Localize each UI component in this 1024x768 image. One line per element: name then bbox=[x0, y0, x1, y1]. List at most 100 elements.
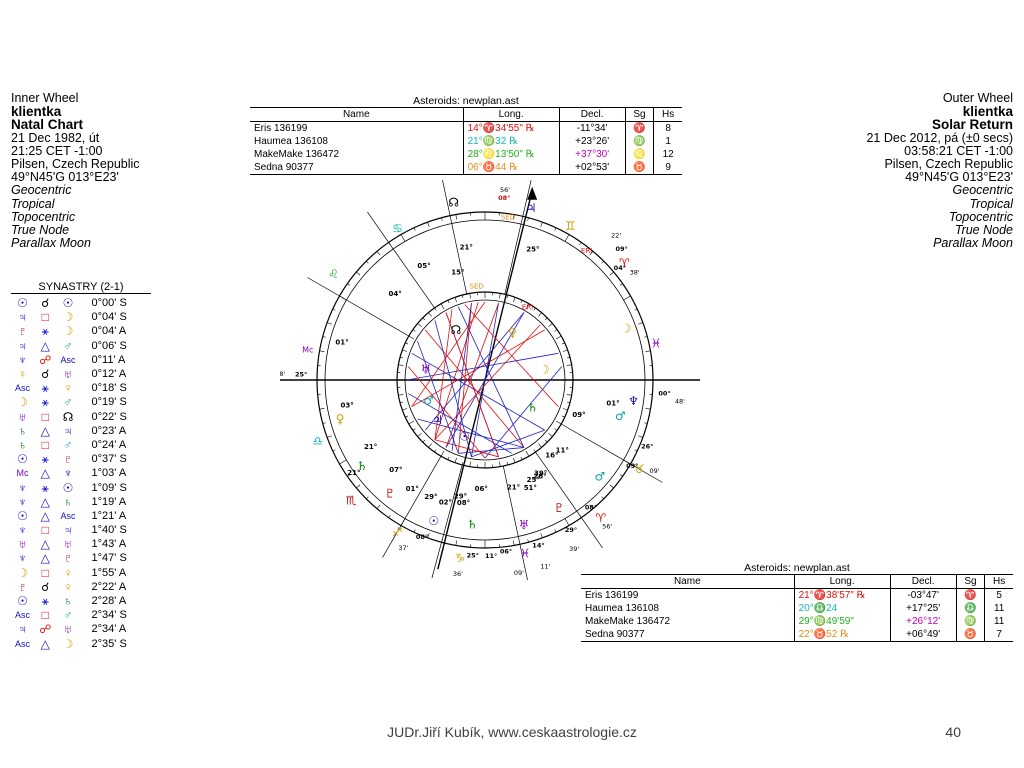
planet-glyph-1: ☽ bbox=[17, 395, 28, 410]
degree-tick bbox=[434, 307, 437, 311]
outer-place: Pilsen, Czech Republic bbox=[884, 157, 1013, 172]
degree-tick bbox=[540, 533, 543, 538]
aspect-orb: 1°55' A bbox=[91, 566, 127, 579]
asteroid-longitude: 21°♈38'57" ℞ bbox=[793, 588, 891, 602]
inner-degree-label: 07° bbox=[389, 466, 402, 474]
asteroid-tag: ERI bbox=[581, 247, 592, 255]
degree-tick bbox=[579, 242, 582, 246]
planet-glyph: ♇ bbox=[384, 486, 395, 500]
degree-tick bbox=[417, 323, 422, 327]
inner-degree-label: 25° bbox=[526, 245, 539, 253]
degree-tick bbox=[461, 294, 464, 298]
planet-glyph: ♇ bbox=[554, 501, 565, 515]
asteroid-name: MakeMake 136472 bbox=[585, 615, 671, 627]
asteroid-name: Haumea 136108 bbox=[254, 135, 328, 147]
inner-degree-label: 02° bbox=[439, 499, 452, 507]
outer-opt: Topocentric bbox=[948, 209, 1013, 224]
aspect-line bbox=[451, 303, 472, 451]
midheaven-arrow bbox=[527, 186, 538, 200]
degree-tick bbox=[609, 484, 614, 489]
outer-date: 21 Dec 2012, pá (±0 secs) bbox=[866, 130, 1013, 145]
asteroid-table-bottom: Asteroids: newplan.ast Name Long. Decl. … bbox=[581, 562, 1013, 642]
degree-tick bbox=[447, 456, 450, 460]
aspect-glyph: △ bbox=[40, 466, 50, 481]
asteroid-sign: ♍ bbox=[955, 615, 985, 628]
degree-tick bbox=[634, 308, 638, 311]
asteroid-house: 9 bbox=[653, 161, 682, 175]
degree-tick bbox=[398, 364, 404, 366]
house-cusp-line bbox=[442, 180, 468, 294]
inner-degree-label: 08° bbox=[457, 499, 470, 507]
degree-tick bbox=[408, 420, 415, 425]
degree-tick bbox=[422, 439, 426, 443]
inner-opt: Parallax Moon bbox=[11, 236, 91, 251]
planet-glyph-1: ☉ bbox=[17, 594, 28, 609]
degree-tick bbox=[638, 435, 643, 438]
degree-tick bbox=[601, 260, 605, 264]
degree-tick bbox=[347, 474, 351, 477]
degree-tick bbox=[356, 484, 361, 489]
planet-glyph: ☽ bbox=[621, 322, 632, 336]
outer-degree-label: 09' bbox=[649, 467, 659, 475]
planet-glyph: ♈ bbox=[595, 511, 606, 525]
planet-glyph: ☊ bbox=[448, 196, 459, 210]
aspect-glyph: ⚹ bbox=[41, 324, 49, 339]
outer-degree-label: 56' bbox=[602, 523, 612, 531]
planet-glyph-1: ☉ bbox=[17, 452, 28, 467]
col-header: Decl. bbox=[558, 107, 626, 122]
house-cusp-line bbox=[307, 277, 409, 337]
aspect-glyph: □ bbox=[41, 437, 49, 452]
degree-tick bbox=[540, 222, 543, 227]
synastry-row: ♄ △ ♃ 0°23' A bbox=[11, 424, 151, 438]
asteroid-name: Eris 136199 bbox=[254, 122, 308, 134]
degree-tick bbox=[388, 514, 391, 518]
inner-degree-label: 16° bbox=[545, 451, 558, 459]
planet-glyph-2: Asc bbox=[60, 354, 76, 365]
degree-tick bbox=[538, 312, 542, 317]
degree-tick bbox=[322, 422, 326, 424]
planet-glyph-1: Asc bbox=[14, 638, 30, 649]
aspect-orb: 0°19' S bbox=[91, 396, 127, 409]
planet-glyph: ♂ bbox=[595, 469, 606, 483]
aspect-line bbox=[434, 324, 541, 441]
outer-degree-label: 08° bbox=[498, 194, 510, 202]
planet-glyph: ♓ bbox=[520, 546, 531, 560]
aspect-orb: 0°22' S bbox=[91, 410, 127, 423]
asteroid-row: Eris 136199 14°♈34'55" ℞ -11°34' ♈ 8 bbox=[250, 121, 682, 135]
degree-tick bbox=[365, 260, 369, 264]
outer-degree-label: 08° bbox=[416, 533, 428, 541]
inner-person-name: klientka bbox=[11, 104, 62, 120]
degree-tick bbox=[645, 350, 651, 352]
planet-glyph-2: ♅ bbox=[63, 622, 73, 637]
asteroid-house: 11 bbox=[984, 615, 1013, 628]
planet-glyph: ♏ bbox=[346, 493, 357, 507]
asteroid-name: Eris 136199 bbox=[585, 589, 639, 601]
inner-degree-label: 03° bbox=[341, 401, 354, 409]
degree-tick bbox=[327, 435, 332, 438]
aspect-glyph: □ bbox=[41, 409, 49, 424]
degree-tick bbox=[644, 336, 648, 338]
degree-tick bbox=[513, 214, 515, 220]
aspect-orb: 1°19' A bbox=[91, 495, 127, 508]
outer-degree-label: 48' bbox=[675, 397, 685, 405]
aspect-line bbox=[407, 366, 486, 459]
planet-glyph-1: ♀ bbox=[17, 367, 27, 382]
degree-tick bbox=[469, 293, 471, 299]
aspect-orb: 1°21' A bbox=[91, 509, 127, 522]
degree-tick bbox=[427, 222, 430, 227]
planet-glyph: ♓ bbox=[651, 337, 662, 351]
degree-tick bbox=[447, 300, 450, 304]
planet-glyph-1: ♇ bbox=[17, 324, 27, 339]
degree-tick bbox=[319, 350, 325, 352]
degree-tick bbox=[554, 428, 558, 431]
aspect-glyph: △ bbox=[40, 537, 50, 552]
aspect-orb: 2°34' A bbox=[91, 623, 127, 636]
degree-tick bbox=[499, 293, 501, 299]
asteroid-declination: -11°34' bbox=[558, 121, 626, 135]
asteroid-declination: +23°26' bbox=[558, 135, 626, 148]
degree-tick bbox=[525, 303, 530, 310]
outer-coords: 49°N45'G 013°E23' bbox=[905, 170, 1013, 185]
inner-degree-label: 05° bbox=[417, 262, 430, 270]
degree-tick bbox=[422, 317, 426, 321]
degree-tick bbox=[322, 336, 326, 338]
